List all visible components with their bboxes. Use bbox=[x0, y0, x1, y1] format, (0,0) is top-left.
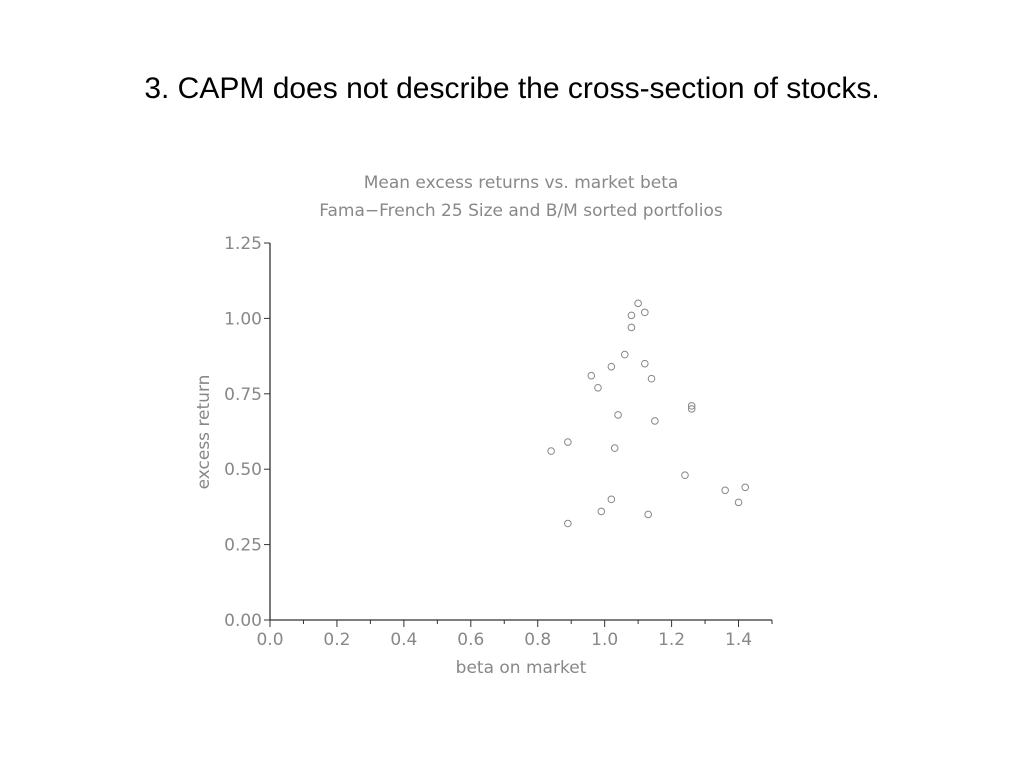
y-tick-label: 1.00 bbox=[224, 309, 262, 329]
data-point bbox=[634, 299, 642, 308]
x-tick-label: 0.6 bbox=[457, 630, 484, 650]
x-tick-label: 0.4 bbox=[390, 630, 417, 650]
data-point bbox=[597, 507, 606, 516]
data-point bbox=[607, 495, 616, 504]
data-point bbox=[564, 438, 572, 446]
chart-subtitle: Fama−French 25 Size and B/M sorted portf… bbox=[319, 201, 723, 221]
data-point bbox=[627, 323, 636, 332]
data-point bbox=[644, 510, 652, 519]
data-point bbox=[620, 350, 629, 359]
x-tick-label: 0.0 bbox=[256, 630, 283, 650]
y-axis-label: excess return bbox=[194, 375, 214, 490]
data-point bbox=[614, 411, 622, 419]
data-point bbox=[607, 362, 616, 371]
data-point bbox=[641, 308, 649, 317]
chart-axes: 0.0 0.2 0.4 0.6 0.8 1.0 1.2 1.4 0.00 0.25 0.50 0.75… bbox=[224, 234, 773, 650]
data-point bbox=[741, 483, 750, 492]
data-point bbox=[564, 519, 572, 528]
x-tick-label: 1.4 bbox=[725, 630, 752, 650]
chart-points bbox=[547, 299, 750, 528]
data-point bbox=[687, 405, 696, 413]
y-tick-label: 0.25 bbox=[224, 536, 262, 556]
y-tick-label: 1.25 bbox=[224, 234, 262, 254]
data-point bbox=[641, 359, 649, 368]
data-point bbox=[687, 402, 696, 410]
x-tick-label: 1.2 bbox=[658, 630, 685, 650]
data-point bbox=[651, 417, 659, 425]
data-point bbox=[587, 371, 596, 380]
data-point bbox=[647, 374, 656, 383]
data-point bbox=[721, 486, 729, 495]
data-point bbox=[627, 311, 636, 320]
x-tick-label: 0.2 bbox=[323, 630, 350, 650]
x-axis-label: beta on market bbox=[456, 658, 587, 678]
data-point bbox=[594, 383, 602, 392]
slide-title: 3. CAPM does not describe the cross-sect… bbox=[144, 72, 880, 105]
data-point bbox=[610, 444, 619, 452]
x-tick-label: 0.8 bbox=[524, 630, 551, 650]
x-tick-label: 1.0 bbox=[591, 630, 618, 650]
data-point bbox=[681, 471, 689, 480]
y-tick-label: 0.00 bbox=[224, 611, 262, 631]
data-point bbox=[547, 447, 555, 455]
y-tick-label: 0.75 bbox=[224, 385, 262, 405]
data-point bbox=[734, 498, 743, 507]
y-tick-label: 0.50 bbox=[224, 460, 262, 480]
chart-title: Mean excess returns vs. market beta bbox=[364, 173, 679, 193]
